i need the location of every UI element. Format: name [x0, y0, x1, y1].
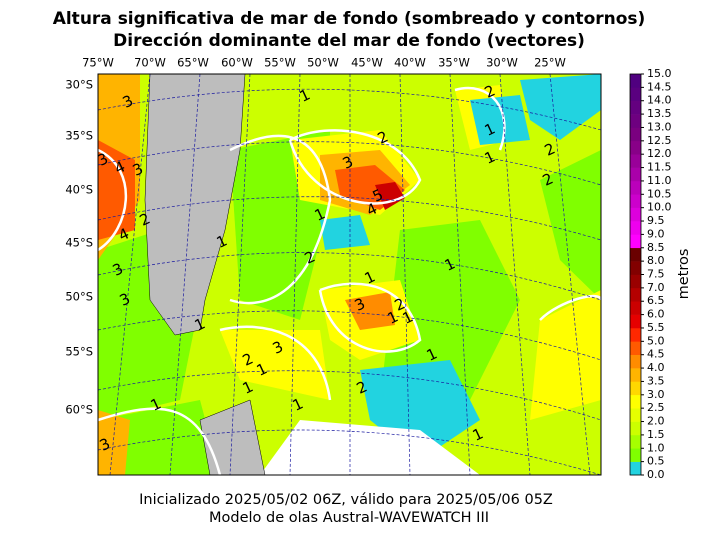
- colorbar-segment: [630, 194, 641, 208]
- colorbar-segment: [630, 394, 641, 409]
- colorbar-segment: [630, 140, 641, 155]
- lat-label: 55°S: [65, 345, 93, 359]
- lon-label: 30°W: [486, 56, 518, 70]
- colorbar-tick-label: 0.5: [647, 455, 665, 468]
- title: Altura significativa de mar de fondo (so…: [53, 9, 646, 29]
- colorbar-segment: [630, 341, 641, 355]
- lon-label: 75°W: [82, 56, 114, 70]
- colorbar-tick-label: 8.5: [647, 241, 665, 254]
- colorbar-tick-label: 5.0: [647, 334, 665, 347]
- colorbar-tick-label: 10.0: [647, 201, 672, 214]
- colorbar-segment: [630, 87, 641, 102]
- lon-label: 55°W: [264, 56, 296, 70]
- colorbar-tick-label: 7.5: [647, 268, 665, 281]
- colorbar-tick-label: 3.0: [647, 388, 665, 401]
- colorbar-segment: [630, 261, 641, 275]
- footer: Modelo de olas Austral-WAVEWATCH III: [209, 510, 489, 526]
- colorbar-segment: [630, 354, 641, 369]
- colorbar-segment: [630, 127, 641, 142]
- lat-label: 30°S: [65, 78, 93, 92]
- lon-label: 60°W: [221, 56, 253, 70]
- colorbar-tick-label: 0.0: [647, 468, 665, 481]
- colorbar-segment: [630, 368, 641, 382]
- colorbar-segment: [630, 301, 641, 315]
- colorbar-segment: [630, 408, 641, 422]
- footer: Inicializado 2025/05/02 06Z, válido para…: [139, 492, 553, 508]
- colorbar-segment: [630, 287, 641, 302]
- colorbar-segment: [630, 327, 641, 342]
- lat-label: 35°S: [65, 129, 93, 143]
- lat-label: 45°S: [65, 236, 93, 250]
- colorbar-tick-label: 4.0: [647, 361, 665, 374]
- colorbar-tick-label: 8.0: [647, 254, 665, 267]
- colorbar-segment: [630, 434, 641, 449]
- colorbar-tick-label: 2.0: [647, 415, 665, 428]
- colorbar-tick-label: 15.0: [647, 67, 672, 80]
- colorbar-tick-label: 12.0: [647, 147, 672, 160]
- colorbar-tick-label: 6.0: [647, 308, 665, 321]
- lon-label: 50°W: [307, 56, 339, 70]
- subtitle: Dirección dominante del mar de fondo (ve…: [113, 31, 585, 51]
- lon-label: 40°W: [394, 56, 426, 70]
- colorbar-tick-label: 4.5: [647, 348, 665, 361]
- colorbar-segment: [630, 421, 641, 436]
- colorbar-segment: [630, 180, 641, 195]
- colorbar-segment: [630, 274, 641, 289]
- lat-label: 40°S: [65, 183, 93, 197]
- colorbar-segment: [630, 448, 641, 462]
- lat-label: 50°S: [65, 290, 93, 304]
- colorbar-segment: [630, 207, 641, 222]
- colorbar-tick-label: 13.5: [647, 107, 672, 120]
- lon-label: 70°W: [134, 56, 166, 70]
- colorbar-tick-label: 14.5: [647, 80, 672, 93]
- colorbar-tick-label: 1.0: [647, 441, 665, 454]
- colorbar-tick-label: 12.5: [647, 134, 672, 147]
- colorbar-tick-label: 14.0: [647, 94, 672, 107]
- lon-label: 35°W: [438, 56, 470, 70]
- colorbar-segment: [630, 100, 641, 115]
- colorbar-segment: [630, 74, 641, 88]
- lat-label: 60°S: [65, 403, 93, 417]
- colorbar-tick-label: 9.5: [647, 214, 665, 227]
- colorbar-tick-label: 13.0: [647, 120, 672, 133]
- map-frame: [97, 73, 602, 476]
- colorbar-segment: [630, 221, 641, 235]
- colorbar-tick-label: 7.0: [647, 281, 665, 294]
- colorbar-tick-label: 1.5: [647, 428, 665, 441]
- colorbar-tick-label: 11.5: [647, 161, 672, 174]
- colorbar-segment: [630, 114, 641, 128]
- colorbar-tick-label: 3.5: [647, 374, 665, 387]
- colorbar-segment: [630, 167, 641, 182]
- lon-label: 65°W: [177, 56, 209, 70]
- colorbar-segment: [630, 154, 641, 168]
- lon-label: 25°W: [534, 56, 566, 70]
- colorbar-segment: [630, 234, 641, 249]
- colorbar-tick-label: 11.0: [647, 174, 672, 187]
- colorbar-tick-label: 10.5: [647, 187, 672, 200]
- colorbar-label: metros: [676, 249, 692, 300]
- colorbar-segment: [630, 247, 641, 262]
- colorbar-segment: [630, 461, 641, 476]
- colorbar-tick-label: 5.5: [647, 321, 665, 334]
- colorbar-tick-label: 9.0: [647, 227, 665, 240]
- colorbar-segment: [630, 314, 641, 329]
- colorbar-tick-label: 6.5: [647, 294, 665, 307]
- colorbar-tick-label: 2.5: [647, 401, 665, 414]
- lon-label: 45°W: [351, 56, 383, 70]
- colorbar-segment: [630, 381, 641, 396]
